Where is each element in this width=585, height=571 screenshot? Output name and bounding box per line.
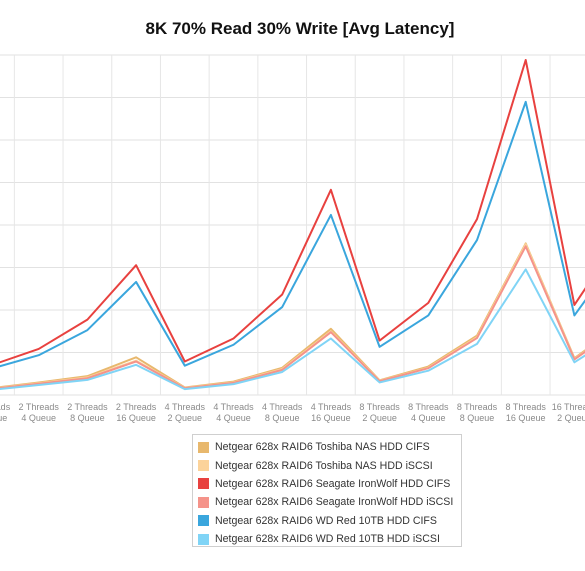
series-lines	[0, 59, 585, 391]
x-tick-label: 2 Threads 8 Queue	[67, 402, 108, 423]
x-tick-label: 8 Threads 8 Queue	[457, 402, 498, 423]
legend-item[interactable]: Netgear 628x RAID6 Seagate IronWolf HDD …	[198, 493, 461, 511]
series-line-4	[0, 100, 585, 368]
series-line-5	[0, 268, 585, 391]
x-tick-label: 8 Threads 2 Queue	[359, 402, 400, 423]
series-line-2	[0, 59, 585, 364]
legend-swatch	[198, 441, 209, 453]
legend-swatch	[198, 533, 209, 545]
legend-item[interactable]: Netgear 628x RAID6 Seagate IronWolf HDD …	[198, 475, 461, 493]
x-tick-label: 2 Threads 4 Queue	[19, 402, 60, 423]
legend-label: Netgear 628x RAID6 Toshiba NAS HDD CIFS	[215, 441, 430, 454]
legend-item[interactable]: Netgear 628x RAID6 Toshiba NAS HDD CIFS	[198, 438, 461, 456]
legend-label: Netgear 628x RAID6 WD Red 10TB HDD CIFS	[215, 514, 437, 527]
series-line-1	[0, 243, 585, 389]
grid-lines	[0, 54, 585, 396]
x-tick-label: 4 Threads 8 Queue	[262, 402, 303, 423]
x-tick-label: 4 Threads 2 Queue	[165, 402, 206, 423]
legend: Netgear 628x RAID6 Toshiba NAS HDD CIFS N…	[192, 434, 462, 547]
x-tick-label: 4 Threads 4 Queue	[213, 402, 254, 423]
x-tick-label: 4 Threads 16 Queue	[311, 402, 352, 423]
legend-swatch	[198, 478, 209, 490]
chart-title: 8K 70% Read 30% Write [Avg Latency]	[145, 19, 455, 38]
legend-swatch	[198, 460, 209, 472]
series-line-3	[0, 245, 585, 390]
series-line-0	[0, 242, 585, 389]
x-tick-label: 8 Threads 16 Queue	[506, 402, 547, 423]
legend-swatch	[198, 515, 209, 527]
legend-item[interactable]: Netgear 628x RAID6 WD Red 10TB HDD iSCSI	[198, 530, 461, 548]
legend-swatch	[198, 496, 209, 508]
legend-label: Netgear 628x RAID6 WD Red 10TB HDD iSCSI	[215, 533, 440, 546]
x-tick-label: 8 Threads 4 Queue	[408, 402, 449, 423]
legend-label: Netgear 628x RAID6 Toshiba NAS HDD iSCSI	[215, 459, 433, 472]
legend-label: Netgear 628x RAID6 Seagate IronWolf HDD …	[215, 496, 454, 509]
legend-label: Netgear 628x RAID6 Seagate IronWolf HDD …	[215, 477, 451, 490]
legend-item[interactable]: Netgear 628x RAID6 WD Red 10TB HDD CIFS	[198, 512, 461, 530]
legend-item[interactable]: Netgear 628x RAID6 Toshiba NAS HDD iSCSI	[198, 456, 461, 474]
x-tick-label: 2 Threads 16 Queue	[116, 402, 157, 423]
